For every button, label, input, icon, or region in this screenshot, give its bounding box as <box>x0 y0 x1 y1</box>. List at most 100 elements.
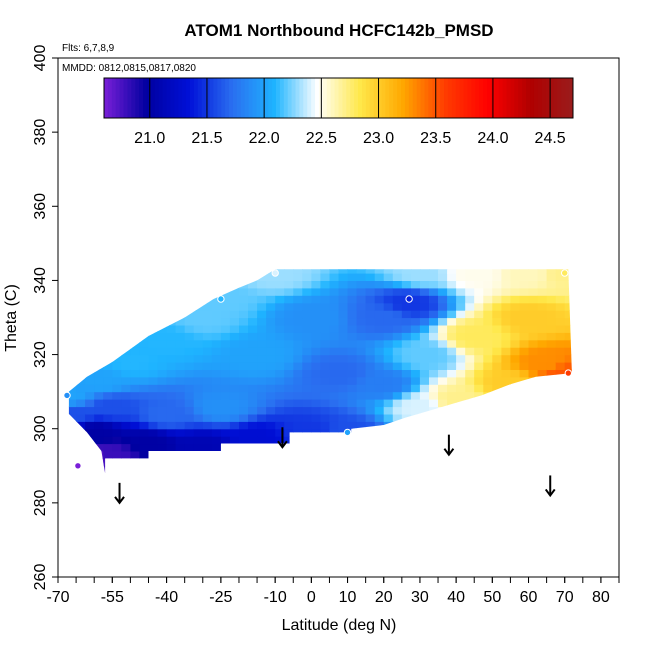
field-cell <box>85 384 95 393</box>
field-cell <box>103 339 113 348</box>
field-cell <box>257 399 267 408</box>
field-cell <box>139 451 149 459</box>
field-cell <box>410 347 421 356</box>
field-cell <box>338 369 349 378</box>
field-cell <box>320 391 330 400</box>
field-cell <box>429 258 439 266</box>
field-cell <box>447 258 457 266</box>
observation-point <box>63 391 71 400</box>
field-cell <box>148 354 159 363</box>
field-cell <box>220 443 231 452</box>
field-cell <box>356 406 367 415</box>
colorbar-swatch <box>404 78 410 118</box>
field-cell <box>85 376 95 385</box>
field-cell <box>456 280 466 289</box>
field-cell <box>220 421 231 430</box>
field-cell <box>220 324 231 333</box>
field-cell <box>121 354 131 363</box>
observation-markers <box>63 269 572 470</box>
field-cell <box>501 391 511 400</box>
field-cell <box>465 376 475 385</box>
field-cell <box>103 436 113 445</box>
field-cell <box>366 473 376 481</box>
colorbar-swatch <box>459 78 465 118</box>
field-cell <box>555 451 566 459</box>
field-cell <box>528 458 539 467</box>
field-cell <box>220 369 231 378</box>
field-cell <box>438 465 448 474</box>
field-cell <box>121 369 131 378</box>
field-cell <box>311 339 321 348</box>
field-cell <box>546 324 557 333</box>
field-cell <box>429 428 439 437</box>
field-cell <box>565 258 575 266</box>
field-cell <box>103 421 113 430</box>
field-cell <box>220 302 231 311</box>
field-cell <box>501 458 511 467</box>
field-cell <box>257 362 267 370</box>
field-cell <box>320 384 330 393</box>
field-cell <box>193 280 204 289</box>
field-cell <box>410 465 421 474</box>
field-cell <box>528 317 539 326</box>
field-cell <box>456 399 466 408</box>
field-cell <box>574 369 584 377</box>
field-cell <box>193 332 204 341</box>
field-cell <box>429 443 439 452</box>
field-cell <box>438 258 448 266</box>
field-cell <box>229 384 240 393</box>
observation-point <box>405 295 413 303</box>
observation-point <box>217 295 225 303</box>
field-cell <box>383 295 394 304</box>
field-cell <box>139 310 149 319</box>
colorbar-swatch <box>283 78 289 118</box>
field-cell <box>68 428 77 437</box>
field-cell <box>230 473 240 481</box>
field-cell <box>320 280 330 289</box>
field-cell <box>347 302 358 311</box>
field-cell <box>112 269 122 274</box>
field-cell <box>239 354 249 363</box>
field-cell <box>465 324 475 333</box>
field-cell <box>68 406 77 415</box>
field-cell <box>76 324 86 333</box>
field-cell <box>266 273 276 281</box>
field-cell <box>284 391 294 400</box>
field-cell <box>121 295 131 304</box>
field-cell <box>85 269 95 274</box>
field-cell <box>410 451 421 459</box>
field-cell <box>94 406 104 415</box>
field-cell <box>546 317 557 326</box>
field-cell <box>166 310 177 319</box>
field-cell <box>284 354 294 363</box>
field-cell <box>365 269 376 274</box>
colorbar-swatch <box>162 78 168 118</box>
field-cell <box>157 324 168 333</box>
colorbar-swatch <box>166 78 171 118</box>
field-cell <box>383 317 394 326</box>
field-cell <box>157 302 168 311</box>
field-cell <box>546 362 557 370</box>
field-cell <box>392 310 403 319</box>
field-cell <box>157 269 168 274</box>
field-cell <box>85 339 95 348</box>
field-cell <box>275 273 285 281</box>
field-cell <box>148 280 159 289</box>
field-cell <box>266 465 276 474</box>
field-cell <box>193 295 204 304</box>
field-cell <box>474 258 484 266</box>
field-cell <box>157 287 168 296</box>
field-cell <box>320 413 330 422</box>
field-cell <box>275 302 285 311</box>
field-cell <box>103 473 113 481</box>
field-cell <box>438 310 448 319</box>
field-cell <box>229 339 240 348</box>
field-cell <box>519 302 530 311</box>
field-cell <box>329 428 340 437</box>
field-cell <box>139 354 149 363</box>
field-cell <box>293 465 303 474</box>
field-cell <box>266 391 276 400</box>
field-cell <box>365 280 376 289</box>
field-cell <box>157 384 168 393</box>
heatmap-field <box>68 258 584 481</box>
